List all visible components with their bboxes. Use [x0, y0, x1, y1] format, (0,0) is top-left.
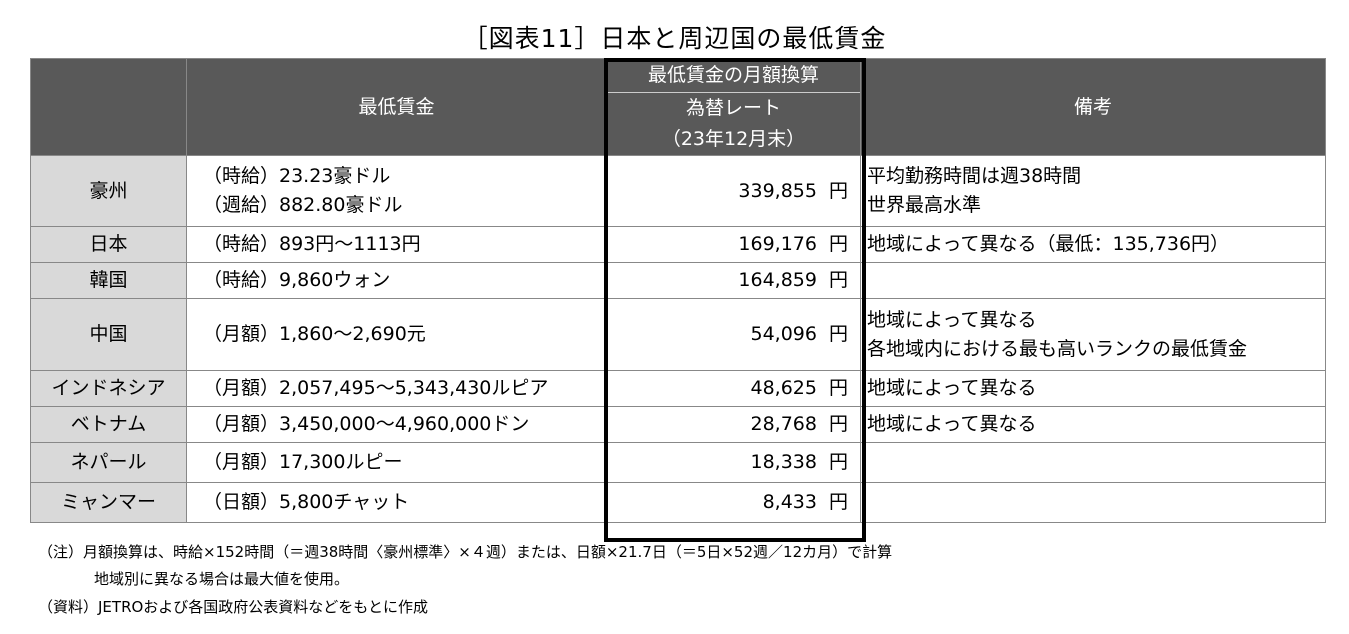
note-line: 地域によって異なる（最低：135,736円）: [867, 233, 1230, 255]
yen-unit: 円: [828, 323, 848, 345]
notes-cell: [860, 482, 1326, 523]
monthly-amount-cell: 339,855 円: [606, 155, 861, 227]
wage-cell: （時給）893円～1113円: [186, 226, 607, 263]
wage-cell: （月額）17,300ルピー: [186, 442, 607, 483]
country-cell: ミャンマー: [30, 482, 187, 523]
country-cell: ベトナム: [30, 406, 187, 443]
header-monthly-conversion: 最低賃金の月額換算 為替レート （23年12月末）: [606, 58, 861, 156]
notes-cell: 地域によって異なる: [860, 406, 1326, 443]
monthly-amount-value: 18,338: [750, 451, 817, 473]
yen-unit: 円: [828, 377, 848, 399]
note-line: 世界最高水準: [867, 194, 982, 216]
country-cell: ネパール: [30, 442, 187, 483]
wage-line: （月額）1,860～2,690元: [203, 323, 426, 345]
table-row: ベトナム （月額）3,450,000～4,960,000ドン 28,768 円地域によ…: [30, 406, 1326, 443]
yen-unit: 円: [828, 491, 848, 513]
monthly-amount-value: 164,859: [738, 269, 817, 291]
footnote-2: 地域別に異なる場合は最大値を使用。: [94, 570, 350, 588]
yen-unit: 円: [828, 179, 848, 202]
wage-line: （時給）9,860ウォン: [203, 269, 391, 291]
wage-line: （時給）23.23豪ドル: [203, 165, 391, 187]
note-line: 平均勤務時間は週38時間: [867, 165, 1082, 187]
country-cell: インドネシア: [30, 370, 187, 407]
header-monthly-line3: （23年12月末）: [661, 128, 806, 150]
wage-cell: （月額）3,450,000～4,960,000ドン: [186, 406, 607, 443]
footnote-1: （注）月額換算は、時給×152時間（＝週38時間〈豪州標準〉×４週）または、日額…: [38, 543, 893, 561]
wage-cell: （時給）23.23豪ドル （週給）882.80豪ドル: [186, 155, 607, 227]
notes-cell: 地域によって異なる各地域内における最も高いランクの最低賃金: [860, 298, 1326, 371]
country-cell: 豪州: [30, 155, 187, 227]
note-line: 各地域内における最も高いランクの最低賃金: [867, 337, 1248, 360]
header-country-blank: [30, 58, 187, 156]
monthly-amount-value: 54,096: [750, 323, 817, 345]
monthly-amount-cell: 164,859 円: [606, 262, 861, 299]
table-row: 韓国 （時給）9,860ウォン 164,859 円: [30, 262, 1326, 299]
monthly-amount-value: 339,855: [738, 179, 817, 202]
header-monthly-line1: 最低賃金の月額換算: [607, 60, 860, 93]
wage-line: （月額）17,300ルピー: [203, 451, 403, 473]
yen-unit: 円: [828, 233, 848, 255]
wage-cell: （日額）5,800チャット: [186, 482, 607, 523]
source-note: （資料）JETROおよび各国政府公表資料などをもとに作成: [38, 598, 428, 616]
notes-cell: [860, 262, 1326, 299]
monthly-amount-value: 28,768: [750, 413, 817, 435]
monthly-amount-value: 169,176: [738, 233, 817, 255]
header-wage: 最低賃金: [186, 58, 607, 156]
table-row: ネパール （月額）17,300ルピー 18,338 円: [30, 442, 1326, 483]
note-line: 地域によって異なる: [867, 308, 1037, 331]
country-cell: 中国: [30, 298, 187, 371]
monthly-amount-cell: 54,096 円: [606, 298, 861, 371]
notes-cell: 平均勤務時間は週38時間 世界最高水準: [860, 155, 1326, 227]
wage-line: （日額）5,800チャット: [203, 491, 410, 513]
yen-unit: 円: [828, 269, 848, 291]
wage-line: （週給）882.80豪ドル: [203, 194, 403, 216]
header-notes: 備考: [860, 58, 1326, 156]
wage-cell: （月額）2,057,495～5,343,430ルピア: [186, 370, 607, 407]
table-row: ミャンマー （日額）5,800チャット 8,433 円: [30, 482, 1326, 523]
monthly-amount-cell: 169,176 円: [606, 226, 861, 263]
monthly-amount-cell: 18,338 円: [606, 442, 861, 483]
yen-unit: 円: [828, 413, 848, 435]
notes-cell: 地域によって異なる（最低：135,736円）: [860, 226, 1326, 263]
notes-cell: [860, 442, 1326, 483]
wage-line: （月額）2,057,495～5,343,430ルピア: [203, 377, 549, 399]
country-cell: 韓国: [30, 262, 187, 299]
monthly-amount-value: 48,625: [750, 377, 817, 399]
table-row: 日本 （時給）893円～1113円 169,176 円地域によって異なる（最低：135…: [30, 226, 1326, 263]
page-title: ［図表11］日本と周辺国の最低賃金: [462, 24, 887, 53]
wage-line: （月額）3,450,000～4,960,000ドン: [203, 413, 530, 435]
monthly-amount-cell: 48,625 円: [606, 370, 861, 407]
table-row: インドネシア （月額）2,057,495～5,343,430ルピア 48,625 円地…: [30, 370, 1326, 407]
note-line: 地域によって異なる: [867, 413, 1037, 435]
table-row: 中国 （月額）1,860～2,690元 54,096 円地域によって異なる各地域内にお…: [30, 298, 1326, 371]
table-row: 豪州 （時給）23.23豪ドル （週給）882.80豪ドル 339,855 円平均勤務時…: [30, 155, 1326, 227]
yen-unit: 円: [828, 451, 848, 473]
wage-line: （時給）893円～1113円: [203, 233, 421, 255]
monthly-amount-cell: 8,433 円: [606, 482, 861, 523]
wage-cell: （時給）9,860ウォン: [186, 262, 607, 299]
header-monthly-line2: 為替レート: [685, 97, 781, 119]
monthly-amount-value: 8,433: [762, 491, 817, 513]
minimum-wage-table: 最低賃金 最低賃金の月額換算 為替レート （23年12月末） 備考 豪州 （時給）…: [30, 58, 1326, 523]
note-line: 地域によって異なる: [867, 377, 1037, 399]
monthly-amount-cell: 28,768 円: [606, 406, 861, 443]
notes-cell: 地域によって異なる: [860, 370, 1326, 407]
country-cell: 日本: [30, 226, 187, 263]
wage-cell: （月額）1,860～2,690元: [186, 298, 607, 371]
